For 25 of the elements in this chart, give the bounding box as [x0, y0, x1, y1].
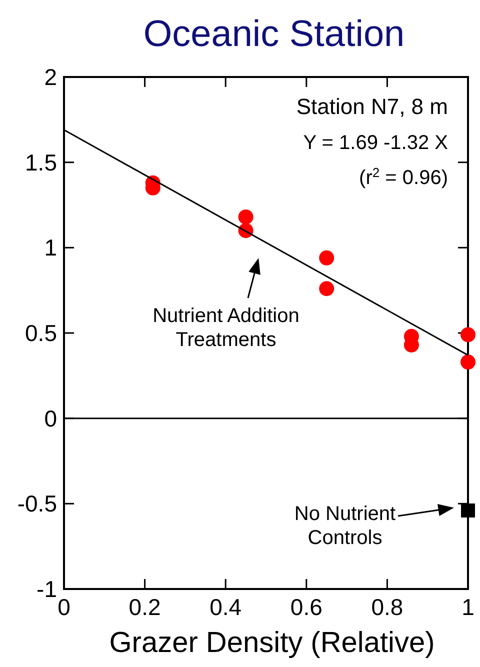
x-tick-label: 1 [462, 594, 474, 620]
x-tick-label: 0.6 [290, 594, 322, 620]
annotation: Nutrient Addition Treatments [152, 305, 300, 351]
y-tick-label: -0.5 [17, 490, 57, 517]
point [461, 503, 475, 518]
point [319, 250, 334, 266]
y-tick-label: 1.5 [25, 149, 57, 176]
annotation: Y = 1.69 -1.32 X [303, 132, 448, 154]
annotation: Station N7, 8 m [296, 94, 448, 119]
y-tick-label: 0.5 [25, 320, 57, 346]
point [460, 354, 476, 370]
x-axis-title: Grazer Density (Relative) [109, 627, 435, 659]
point [460, 327, 476, 342]
x-tick-label: 0.8 [371, 594, 404, 620]
y-tick-label: 0 [44, 405, 57, 432]
x-tick-label: 0.4 [210, 594, 242, 620]
chart-title: Oceanic Station [143, 13, 405, 54]
point [319, 281, 334, 296]
point [238, 209, 254, 224]
annotation: (r$^{2}$ = 0.96) [359, 164, 448, 189]
y-tick-label: -1 [36, 576, 57, 602]
y-tick-label: 1 [44, 234, 57, 261]
x-tick-label: 0.2 [128, 594, 161, 620]
y-tick-label: 2 [44, 64, 57, 90]
annotation: No Nutrient Controls [294, 503, 396, 549]
